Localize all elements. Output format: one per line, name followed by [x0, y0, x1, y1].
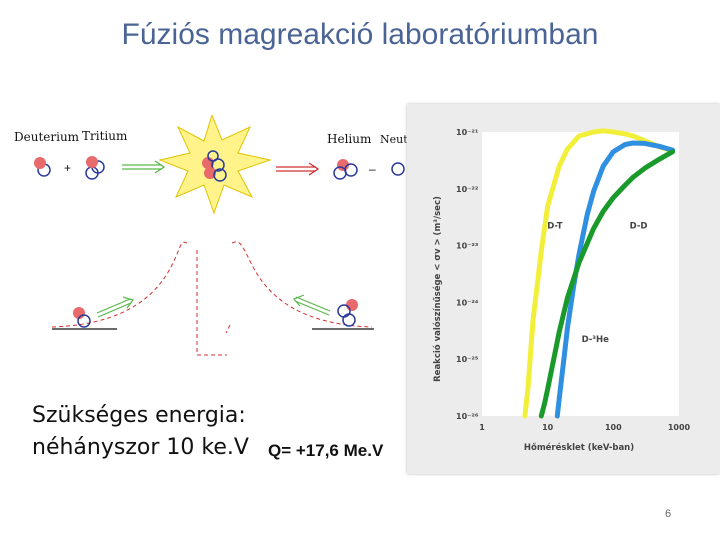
tritium-label: Tritium: [82, 129, 128, 143]
y-tick-label: 10⁻²¹: [456, 128, 479, 137]
y-tick-label: 10⁻²⁶: [456, 412, 479, 421]
neutron-particle: [391, 162, 405, 176]
compound-nucleus: [202, 150, 227, 182]
helium-label: Helium: [327, 132, 372, 146]
potential-well: [196, 250, 231, 356]
x-tick-label: 1: [479, 423, 485, 432]
x-tick-label: 100: [605, 423, 622, 432]
q-value: Q= +17,6 Me.V: [268, 441, 384, 460]
plot-area: [482, 132, 679, 416]
required-energy-text: Szükséges energia: néhányszor 10 ke.V: [32, 400, 249, 464]
energy-line-2: néhányszor 10 ke.V: [32, 435, 249, 460]
arrow-approach-left: [96, 296, 134, 318]
series-line-dd: [554, 140, 676, 419]
chart-svg: 10⁻²¹ 10⁻²² 10⁻²³ 10⁻²⁴ 10⁻²⁵ 10⁻²⁶1 10 100 1000…: [432, 128, 691, 453]
deuterium-nucleus: [34, 157, 51, 177]
arrow-right-2: [276, 162, 320, 176]
minus-sign: –: [369, 162, 376, 176]
page-number: 6: [665, 508, 672, 520]
energy-line-1: Szükséges energia:: [32, 403, 246, 428]
y-tick-label: 10⁻²³: [456, 242, 479, 251]
y-tick-label: 10⁻²⁵: [456, 355, 479, 364]
series-line-dhe: [538, 149, 676, 419]
y-tick-label: 10⁻²⁴: [456, 298, 479, 307]
arrow-right-1: [122, 160, 166, 174]
fusion-burst: [158, 115, 272, 215]
fusion-diagram: Deuterium Tritium Helium Neutron + –: [14, 115, 427, 356]
y-axis-label: Reakció valószínűsége < σv > (m³/sec): [432, 196, 443, 382]
curve-label: D-T: [547, 222, 562, 232]
deuterium-label: Deuterium: [14, 130, 80, 144]
helium-nucleus: [333, 159, 358, 180]
x-tick-label: 10: [542, 423, 554, 432]
curve-label: D-³He: [582, 335, 610, 345]
plus-sign: +: [64, 161, 71, 175]
series-line-dt: [522, 128, 676, 419]
x-axis-label: Hőmérésklet (keV-ban): [524, 442, 634, 453]
x-tick-label: 1000: [668, 423, 691, 432]
arrow-approach-right: [292, 294, 331, 316]
y-tick-label: 10⁻²²: [456, 185, 479, 194]
incoming-tritium: [337, 299, 358, 327]
curve-label: D-D: [630, 222, 648, 232]
slide-title: Fúziós magreakció laboratóriumban: [121, 18, 599, 51]
tritium-nucleus: [85, 156, 105, 180]
reaction-rate-chart: 10⁻²¹ 10⁻²² 10⁻²³ 10⁻²⁴ 10⁻²⁵ 10⁻²⁶ 1 10 100 1000…: [407, 104, 720, 474]
potential-barrier-curve: [51, 241, 373, 328]
incoming-deuterium: [73, 307, 91, 328]
